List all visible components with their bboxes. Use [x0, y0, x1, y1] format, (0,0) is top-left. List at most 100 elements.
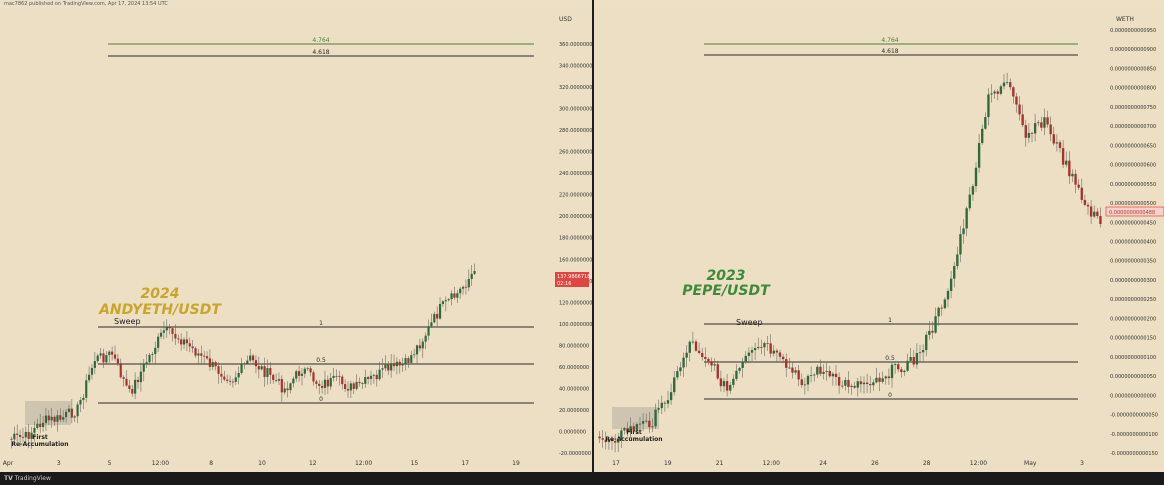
x-tick-label: 10 [258, 460, 266, 467]
candle-body [934, 316, 937, 333]
candle-body [39, 423, 42, 428]
candle-body [398, 361, 401, 366]
candle-body [968, 194, 971, 209]
chart-panel-andyeth[interactable]: USD 360.0000000 340.0000000 320.0000000 300… [0, 9, 593, 470]
currency-label: WETH [1116, 16, 1134, 23]
candle-body [878, 377, 881, 382]
candle-body [70, 408, 73, 418]
y-tick-label: 60.0000000 [559, 365, 589, 371]
candle-body [940, 307, 943, 309]
candle-body [1046, 117, 1049, 125]
x-tick-label: 3 [57, 460, 61, 467]
candle-body [214, 362, 217, 367]
candle-body [735, 370, 738, 379]
panel-divider [592, 0, 594, 485]
candle-body [679, 367, 682, 372]
candle-body [73, 416, 76, 418]
candle-body [410, 355, 413, 363]
candle-body [41, 422, 45, 428]
current-price-badge [1105, 206, 1164, 217]
x-tick-label: 12 [309, 460, 317, 467]
candle-body [182, 339, 186, 345]
x-tick-label: 17 [612, 460, 620, 467]
candle-body [704, 357, 707, 359]
candle-body [24, 431, 27, 438]
candle-body [151, 354, 154, 355]
x-tick-label: 19 [664, 460, 672, 467]
x-tick-label: 17 [461, 460, 469, 467]
y-tick-label: 360.0000000 [559, 42, 592, 48]
candle-body [797, 370, 800, 380]
candle-body [710, 361, 713, 366]
candle-body [1027, 132, 1031, 138]
candle-body [657, 408, 660, 410]
candle-body [1024, 125, 1027, 138]
candle-body [959, 234, 962, 255]
candle-body [1071, 173, 1074, 177]
year-label: 2024 [141, 286, 180, 302]
y-tick-label: 0.0000000000800 [1110, 86, 1156, 92]
candle-body [648, 420, 651, 428]
candle-body [688, 341, 691, 353]
pepe-chart-svg[interactable]: WETH 0.00000000009500.00000000009000.000… [594, 9, 1164, 470]
candle-body [943, 299, 947, 309]
candle-body [203, 355, 206, 357]
candle-body [607, 439, 611, 443]
candle-body [632, 426, 635, 431]
candle-body [884, 376, 887, 379]
candle-body [93, 361, 96, 368]
x-tick-label: 8 [209, 460, 213, 467]
y-axis-ticks: 360.0000000 340.0000000 320.0000000 300.000… [559, 42, 592, 457]
candle-body [108, 351, 111, 356]
year-label: 2023 [707, 268, 746, 284]
candle-body [953, 266, 956, 279]
x-axis-ticks: 17 19 21 12:00 24 26 28 12:00 May 3 [612, 460, 1084, 467]
candle-body [1049, 124, 1052, 135]
y-tick-label: 240.0000000 [559, 171, 592, 177]
candle-body [1099, 216, 1102, 224]
candle-body [364, 377, 367, 384]
candle-body [128, 385, 131, 389]
andyeth-chart-svg[interactable]: USD 360.0000000340.0000000320.0000000300… [0, 9, 592, 470]
candle-body [226, 379, 229, 381]
candle-body [872, 382, 875, 386]
candle-body [234, 377, 237, 382]
candle-body [865, 382, 869, 385]
candle-body [903, 370, 906, 373]
candle-body [645, 420, 648, 422]
candle-body [430, 322, 433, 327]
candle-body [332, 375, 335, 379]
y-tick-label: 0.0000000000650 [1110, 143, 1156, 149]
candle-body [859, 381, 863, 385]
y-tick-label: 0.0000000000700 [1110, 124, 1156, 130]
candle-body [438, 303, 442, 319]
candle-body [56, 415, 59, 422]
candle-body [90, 367, 94, 375]
candle-body [604, 439, 607, 443]
tradingview-logo-icon: 𝗧𝗩 [4, 475, 15, 482]
candle-body [407, 358, 410, 363]
candle-body [243, 363, 246, 365]
candle-body [921, 350, 925, 353]
candle-body [834, 373, 838, 377]
candle-body [433, 313, 436, 323]
candle-body [456, 293, 459, 298]
candle-body [1083, 199, 1087, 205]
candle-body [217, 366, 220, 374]
candle-body [949, 278, 953, 291]
candle-body [666, 400, 670, 404]
candle-body [781, 356, 785, 360]
candle-body [629, 426, 632, 433]
candle-body [263, 366, 266, 377]
candle-body [663, 402, 667, 404]
candle-body [33, 427, 36, 433]
candle-body [1052, 134, 1055, 144]
candle-body [713, 364, 716, 366]
candle-body [697, 350, 701, 354]
chart-panel-pepe[interactable]: WETH 0.0000000000950 0.0000000000900 0.000… [594, 9, 1164, 470]
candle-body [341, 376, 344, 385]
x-tick-label: 19 [512, 460, 520, 467]
candle-body [436, 313, 439, 319]
candle-body [139, 371, 142, 383]
candle-body [1065, 160, 1068, 165]
